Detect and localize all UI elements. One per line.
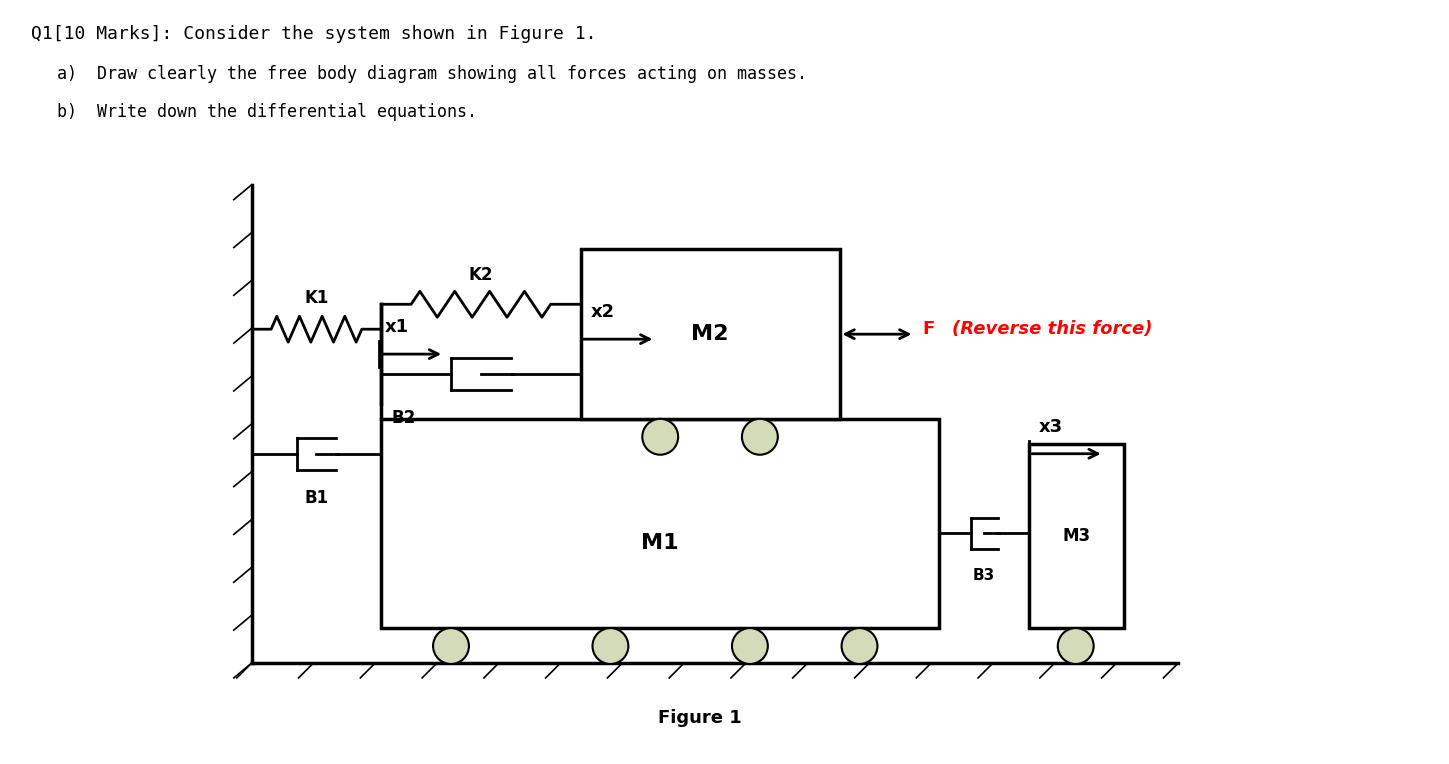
Text: M2: M2 [691,324,729,344]
Text: B2: B2 [391,409,416,427]
Bar [1029,444,1123,628]
Text: (Reverse this force): (Reverse this force) [952,320,1152,338]
Text: M1: M1 [642,533,680,553]
Text: Figure 1: Figure 1 [658,709,742,727]
Text: x1: x1 [384,318,409,336]
Circle shape [1058,628,1094,664]
Text: Q1[10 Marks]: Consider the system shown in Figure 1.: Q1[10 Marks]: Consider the system shown … [30,25,596,44]
Text: M3: M3 [1062,527,1090,545]
Circle shape [842,628,878,664]
Text: B1: B1 [304,489,329,507]
Text: x2: x2 [591,303,614,321]
Text: K2: K2 [468,267,493,284]
Text: b)  Write down the differential equations.: b) Write down the differential equations… [58,103,477,121]
Circle shape [732,628,768,664]
Circle shape [742,419,778,455]
Text: a)  Draw clearly the free body diagram showing all forces acting on masses.: a) Draw clearly the free body diagram sh… [58,65,807,83]
Circle shape [433,628,469,664]
Circle shape [593,628,629,664]
Text: K1: K1 [304,290,329,307]
Text: x3: x3 [1039,418,1064,435]
Text: B3: B3 [972,568,995,584]
Bar [581,250,839,419]
Bar [381,419,939,628]
Text: F: F [922,320,935,338]
Circle shape [642,419,678,455]
